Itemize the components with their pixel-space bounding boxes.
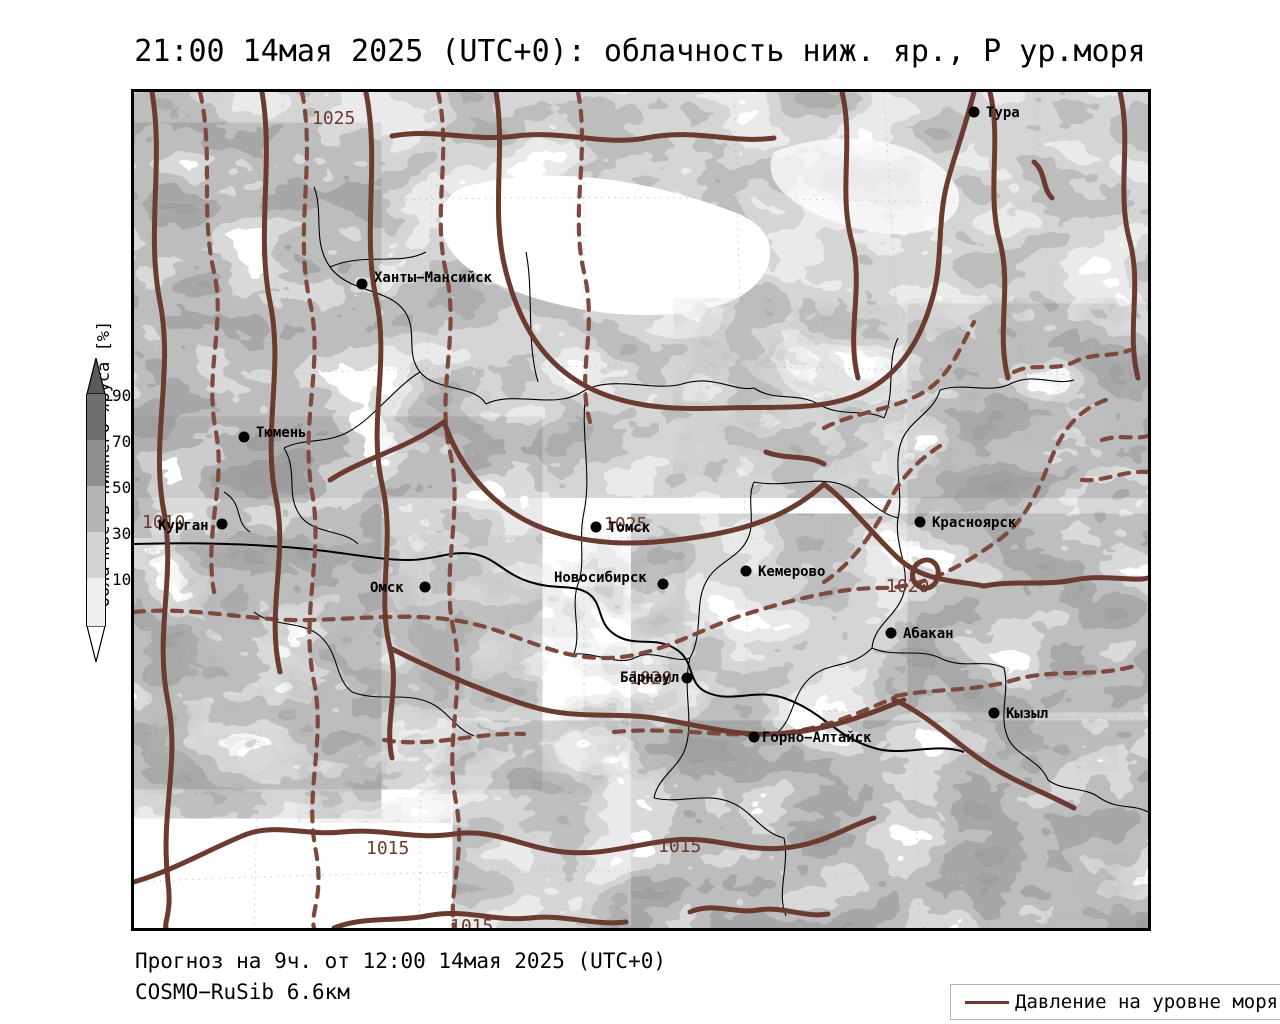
city-dot[interactable] bbox=[657, 578, 669, 590]
isobars-solid bbox=[134, 92, 1148, 928]
map-canvas[interactable]: 1025 1010 1025 1020 1020 1015 1015 1015 … bbox=[131, 89, 1151, 931]
isobar-label: 1025 bbox=[312, 108, 355, 129]
city-dot[interactable] bbox=[419, 581, 431, 593]
colorbar-tick: 30 bbox=[112, 524, 132, 543]
footer-forecast-line: Прогноз на 9ч. от 12:00 14мая 2025 (UTC+… bbox=[135, 949, 667, 973]
isobar-label: 1015 bbox=[658, 836, 701, 857]
legend-box: Давление на уровне моря bbox=[950, 984, 1280, 1020]
city-dot[interactable] bbox=[748, 731, 760, 743]
colorbar-tick: 90 bbox=[112, 386, 132, 405]
colorbar-strip: 90 70 50 30 10 bbox=[86, 357, 131, 663]
city-label: Курган bbox=[158, 518, 209, 534]
administrative-borders bbox=[134, 186, 1148, 917]
isobars-dashed bbox=[134, 92, 1148, 928]
city-label: Ханты−Мансийск bbox=[374, 270, 493, 286]
city-dot[interactable] bbox=[590, 521, 602, 533]
city-dot[interactable] bbox=[885, 627, 897, 639]
colorbar-tick: 50 bbox=[112, 478, 132, 497]
isobar-label: 1020 bbox=[886, 576, 929, 597]
city-label: Кызыл bbox=[1006, 706, 1048, 722]
city-label: Кемерово bbox=[758, 564, 825, 580]
isobar-label: 1025 bbox=[604, 514, 647, 535]
city-label: Горно−Алтайск bbox=[762, 730, 872, 746]
footer-model-line: COSMO−RuSib 6.6км bbox=[135, 980, 350, 1004]
city-dot[interactable] bbox=[356, 278, 368, 290]
city-dot[interactable] bbox=[968, 106, 980, 118]
city-label: Абакан bbox=[903, 626, 954, 642]
lat-lon-grid bbox=[134, 92, 1148, 928]
city-label: Омск bbox=[370, 580, 404, 596]
forecast-footer: Прогноз на 9ч. от 12:00 14мая 2025 (UTC+… bbox=[135, 946, 666, 1008]
city-dot[interactable] bbox=[914, 516, 926, 528]
colorbar-tick: 70 bbox=[112, 432, 132, 451]
colorbar-svg bbox=[86, 357, 106, 663]
isobar-label: 1015 bbox=[366, 838, 409, 859]
city-label: Новосибирск bbox=[554, 570, 647, 586]
city-label: Барнаул bbox=[620, 670, 679, 686]
colorbar-segment bbox=[86, 578, 106, 626]
city-dot[interactable] bbox=[238, 431, 250, 443]
city-label: Тюмень bbox=[256, 425, 307, 441]
city-label: Томск bbox=[608, 520, 651, 536]
city-markers: Тура Ханты−Мансийск Тюмень Курган Омск Т… bbox=[158, 105, 1048, 746]
colorbar: Облачность нижнего яруса [%] 90 70 50 30… bbox=[46, 321, 138, 670]
colorbar-segment bbox=[86, 486, 106, 532]
city-label: Тура bbox=[986, 105, 1020, 121]
pressure-line-swatch bbox=[965, 1000, 1009, 1004]
isobar-label: 1020 bbox=[629, 668, 672, 689]
isobar-label: 1010 bbox=[142, 512, 185, 533]
map-svg: 1025 1010 1025 1020 1020 1015 1015 1015 … bbox=[134, 92, 1148, 928]
isobar-label: 1015 bbox=[450, 916, 493, 928]
page-title: 21:00 14мая 2025 (UTC+0): облачность ниж… bbox=[134, 34, 1146, 69]
city-dot[interactable] bbox=[681, 672, 693, 684]
colorbar-tick: 10 bbox=[112, 570, 132, 589]
city-label: Красноярск bbox=[932, 515, 1017, 531]
city-dot[interactable] bbox=[216, 518, 228, 530]
city-dot[interactable] bbox=[988, 707, 1000, 719]
colorbar-segment bbox=[86, 394, 106, 440]
colorbar-segment bbox=[86, 532, 106, 578]
legend-label: Давление на уровне моря bbox=[1015, 991, 1279, 1013]
colorbar-segment bbox=[86, 440, 106, 486]
isobar-labels: 1025 1010 1025 1020 1020 1015 1015 1015 bbox=[142, 108, 929, 928]
city-dot[interactable] bbox=[740, 565, 752, 577]
